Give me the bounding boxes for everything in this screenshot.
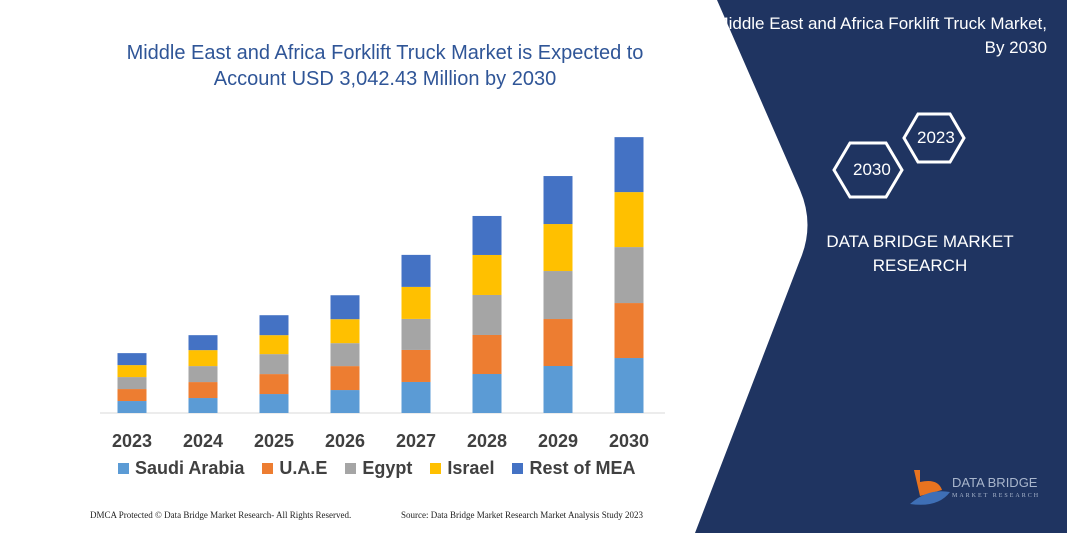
bar-segment-2025-israel (259, 335, 289, 355)
bar-segment-2026-u-a-e (330, 366, 360, 391)
bar-segment-2024-rest-of-mea (188, 335, 218, 351)
logo-mark-icon (910, 470, 950, 505)
bar-segment-2025-egypt (259, 354, 289, 375)
x-tick-label: 2028 (467, 431, 507, 451)
hex-label-2030: 2030 (853, 160, 891, 179)
bar-segment-2028-egypt (472, 294, 502, 335)
bar-segment-2023-egypt (117, 377, 147, 390)
legend-swatch (262, 463, 274, 474)
legend-item: Israel (430, 458, 494, 479)
bar-segment-2030-israel (614, 192, 644, 248)
bar-segment-2023-saudi-arabia (117, 401, 147, 413)
bar-segment-2027-israel (401, 286, 431, 319)
stacked-bar-chart: 2023 2024 2025 2026 2027 2028 2029 2030 (100, 137, 665, 451)
bar-segment-2029-egypt (543, 271, 573, 320)
legend-swatch (345, 463, 357, 474)
bar-segment-2030-saudi-arabia (614, 358, 644, 413)
hex-label-2023: 2023 (917, 128, 955, 147)
bar-segment-2030-egypt (614, 247, 644, 304)
bar-segment-2027-rest-of-mea (401, 254, 431, 287)
footer-copyright: DMCA Protected © Data Bridge Market Rese… (90, 510, 352, 520)
chart-title: Middle East and Africa Forklift Truck Ma… (126, 42, 644, 90)
bar-segment-2029-rest-of-mea (543, 176, 573, 225)
bar-segment-2026-rest-of-mea (330, 295, 360, 320)
logo-text: DATA BRIDGE (952, 475, 1038, 490)
bar-segment-2028-u-a-e (472, 334, 502, 374)
hexagon-2030 (832, 141, 904, 199)
bar-segment-2023-israel (117, 365, 147, 378)
x-tick-label: 2029 (538, 431, 578, 451)
bar-segment-2028-rest-of-mea (472, 215, 502, 255)
legend-swatch (118, 463, 129, 474)
hexagon-2023 (902, 112, 966, 164)
right-panel (695, 0, 1067, 533)
legend-item: U.A.E (262, 458, 327, 479)
bar-segment-2024-egypt (188, 366, 218, 383)
bar-segment-2027-u-a-e (401, 349, 431, 382)
bar-segment-2029-u-a-e (543, 319, 573, 367)
logo-subtext: MARKET RESEARCH (952, 493, 1041, 499)
bar-segment-2024-israel (188, 350, 218, 367)
bar-segment-2030-rest-of-mea (614, 137, 644, 193)
bar-segment-2025-saudi-arabia (259, 394, 289, 413)
bar-segment-2028-israel (472, 254, 502, 295)
bar-segment-2027-saudi-arabia (401, 381, 431, 413)
legend-label: U.A.E (279, 458, 328, 478)
x-tick-label: 2027 (396, 431, 436, 451)
bar-segment-2025-u-a-e (259, 374, 289, 395)
bar-segment-2026-saudi-arabia (330, 390, 360, 413)
legend-item: Egypt (345, 458, 412, 479)
bar-segment-2029-saudi-arabia (543, 366, 573, 413)
legend-label: Egypt (362, 458, 413, 478)
legend: Saudi Arabia U.A.E Egypt Israel Rest of MEA (118, 458, 635, 479)
bar-segment-2023-rest-of-mea (117, 353, 147, 366)
footer-source: Source: Data Bridge Market Research Mark… (401, 510, 643, 520)
legend-label: Saudi Arabia (135, 458, 245, 478)
bar-segment-2023-u-a-e (117, 389, 147, 402)
bar-segment-2030-u-a-e (614, 303, 644, 359)
legend-swatch (512, 463, 524, 474)
bar-segment-2026-israel (330, 319, 360, 344)
legend-item: Rest of MEA (512, 458, 635, 479)
x-tick-label: 2025 (254, 431, 294, 451)
bar-segment-2025-rest-of-mea (259, 315, 289, 336)
bar-segment-2029-israel (543, 224, 573, 272)
bar-segment-2026-egypt (330, 343, 360, 367)
bar-segment-2027-egypt (401, 318, 431, 350)
panel-title: Middle East and Africa Forklift Truck Ma… (714, 14, 1047, 57)
x-tick-label: 2023 (112, 431, 152, 451)
brand-text: DATA BRIDGE MARKET RESEARCH (826, 232, 1014, 275)
x-tick-label: 2024 (183, 431, 223, 451)
bar-segment-2024-saudi-arabia (188, 398, 218, 413)
x-tick-label: 2026 (325, 431, 365, 451)
bar-segment-2024-u-a-e (188, 382, 218, 399)
bar-segment-2028-saudi-arabia (472, 373, 502, 413)
legend-label: Rest of MEA (529, 458, 636, 478)
legend-swatch (430, 463, 442, 474)
data-bridge-logo: DATA BRIDGE MARKET RESEARCH (908, 466, 1048, 511)
legend-label: Israel (447, 458, 495, 478)
x-tick-label: 2030 (609, 431, 649, 451)
legend-item: Saudi Arabia (118, 458, 244, 479)
